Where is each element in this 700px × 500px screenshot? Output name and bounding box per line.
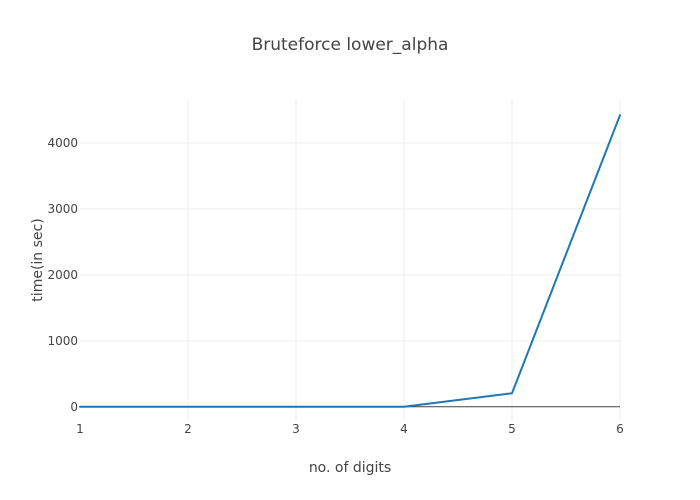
y-tick-label: 3000: [47, 202, 78, 216]
x-tick-label: 3: [292, 422, 300, 436]
y-tick-label: 0: [70, 400, 78, 414]
chart-title: Bruteforce lower_alpha: [252, 35, 449, 55]
series-layer: [79, 114, 621, 408]
x-tick-label: 5: [508, 422, 516, 436]
y-axis-title: time(in sec): [30, 218, 46, 301]
y-tick-label: 4000: [47, 136, 78, 150]
tick-labels: 1 2 3 4 5 6 0 1000 2000 3000 4000: [47, 136, 623, 436]
grid-lines: [80, 100, 621, 420]
x-tick-label: 6: [616, 422, 624, 436]
x-tick-label: 1: [76, 422, 84, 436]
series-line: [79, 114, 621, 408]
y-tick-label: 2000: [47, 268, 78, 282]
x-tick-label: 4: [400, 422, 408, 436]
x-tick-label: 2: [184, 422, 192, 436]
x-axis-title: no. of digits: [309, 460, 391, 476]
y-tick-label: 1000: [47, 334, 78, 348]
